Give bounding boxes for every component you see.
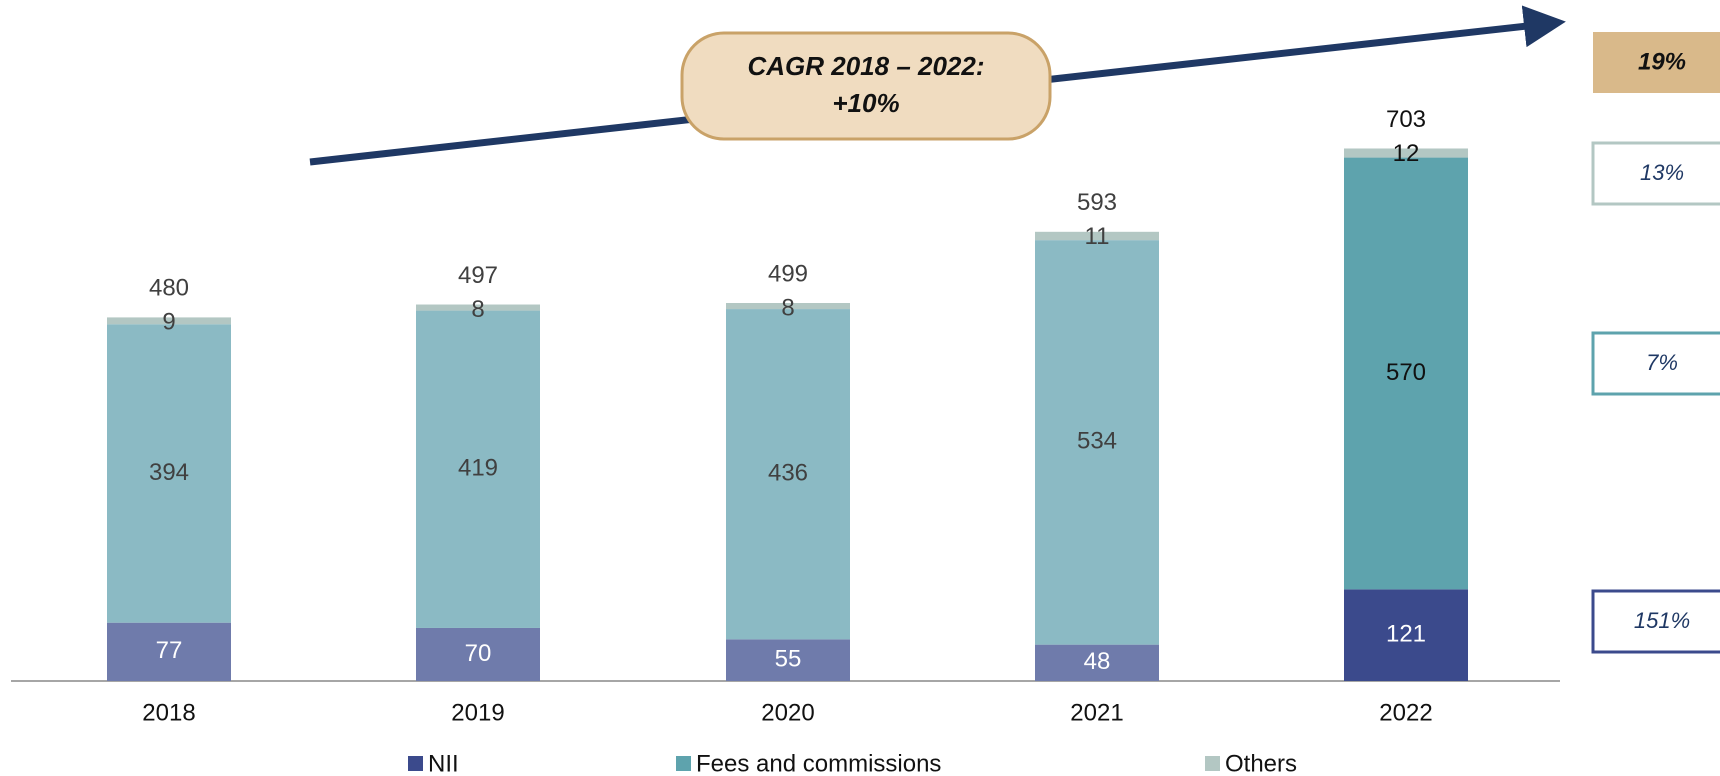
x-tick-label: 2021: [1070, 699, 1123, 726]
x-tick-label: 2020: [761, 699, 814, 726]
cagr-callout: [680, 31, 1052, 141]
data-label: 436: [768, 460, 808, 487]
bar-segment: [107, 317, 231, 325]
data-label: 121: [1386, 621, 1426, 648]
bar-segment: [726, 303, 850, 310]
data-label: 55: [775, 646, 802, 673]
bar-segment: [726, 309, 850, 640]
bar-segment: [726, 639, 850, 681]
bar-segment: [1344, 589, 1468, 681]
total-label: 499: [768, 260, 808, 287]
legend-label: Fees and commissions: [696, 750, 941, 776]
growth-label: 19%: [1638, 48, 1686, 75]
total-label: 593: [1077, 189, 1117, 216]
data-label: 8: [781, 294, 794, 321]
growth-box: [1591, 589, 1720, 654]
cagr-text: CAGR 2018 – 2022:: [747, 51, 984, 81]
growth-label: 13%: [1640, 160, 1684, 185]
legend-swatch: [1205, 756, 1220, 771]
bar-segment: [416, 310, 540, 628]
bar-segment: [1344, 148, 1468, 158]
growth-label: 7%: [1646, 350, 1678, 375]
bar-segment: [1035, 644, 1159, 681]
bar-segment: [1035, 240, 1159, 645]
data-label: 394: [149, 459, 189, 486]
legend-label: Others: [1225, 750, 1297, 776]
data-label: 70: [465, 640, 492, 667]
growth-label: 151%: [1634, 608, 1690, 633]
x-tick-label: 2018: [142, 699, 195, 726]
bar-segment: [107, 324, 231, 623]
legend-label: NII: [428, 750, 459, 776]
cagr-text: +10%: [832, 88, 899, 118]
x-tick-label: 2019: [451, 699, 504, 726]
bar-segment: [107, 622, 231, 681]
data-label: 534: [1077, 428, 1117, 455]
data-label: 570: [1386, 359, 1426, 386]
data-label: 77: [156, 637, 183, 664]
data-label: 11: [1085, 223, 1110, 250]
growth-box: [1591, 141, 1720, 206]
x-tick-label: 2022: [1379, 699, 1432, 726]
data-label: 12: [1393, 140, 1420, 167]
data-label: 48: [1084, 648, 1111, 675]
bar-segment: [1035, 231, 1159, 241]
total-label: 497: [458, 262, 498, 289]
growth-box: [1591, 331, 1720, 396]
bar-segment: [416, 304, 540, 311]
data-label: 419: [458, 455, 498, 482]
bar-segment: [416, 627, 540, 681]
data-label: 8: [471, 296, 484, 323]
data-label: 9: [162, 309, 175, 336]
legend-swatch: [408, 756, 423, 771]
growth-box: [1593, 32, 1720, 93]
legend-swatch: [676, 756, 691, 771]
bar-segment: [1344, 157, 1468, 590]
total-label: 480: [149, 275, 189, 302]
total-label: 703: [1386, 106, 1426, 133]
